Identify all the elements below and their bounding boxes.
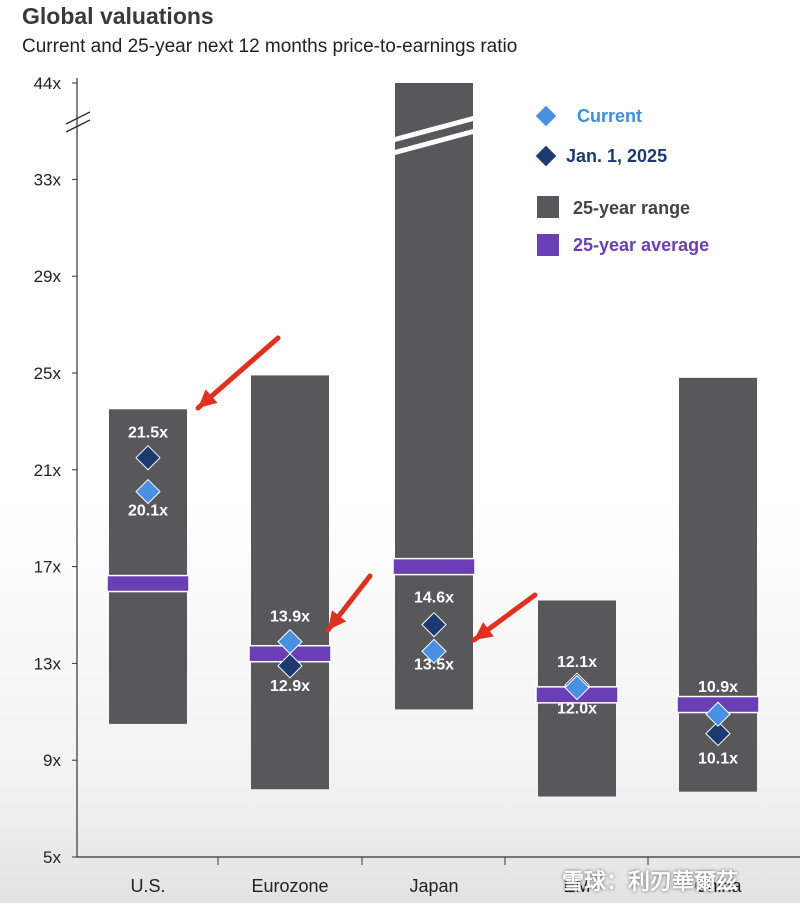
annotation-arrowhead xyxy=(328,610,347,630)
data-label-top: 13.9x xyxy=(270,609,310,626)
y-tick-label: 33x xyxy=(34,170,62,189)
y-tick-label: 17x xyxy=(34,558,62,577)
average-marker xyxy=(106,574,190,593)
legend-current-icon xyxy=(534,104,558,128)
current-point xyxy=(705,701,731,727)
current-point xyxy=(564,674,590,701)
legend-current-label: Current xyxy=(577,106,642,126)
data-label-top: 10.9x xyxy=(698,679,738,696)
jan-1-2025-point xyxy=(705,720,731,747)
y-tick-label: 44x xyxy=(34,74,62,93)
axis-break-mark xyxy=(65,111,91,125)
data-label-bottom: 10.1x xyxy=(698,751,738,768)
legend-range-icon xyxy=(537,196,559,218)
bar-break-mark xyxy=(392,128,476,156)
jan-1-2025-point xyxy=(277,653,303,679)
data-label-bottom: 20.1x xyxy=(128,503,168,520)
legend-range-label: 25-year range xyxy=(573,198,690,218)
current-point xyxy=(135,478,161,505)
jan-1-2025-point xyxy=(421,611,447,638)
annotation-arrowhead xyxy=(474,622,494,640)
legend-jan-icon xyxy=(534,144,558,168)
chart-title: Global valuations xyxy=(22,3,214,29)
chart-subtitle: Current and 25-year next 12 months price… xyxy=(22,36,518,57)
data-label-bottom: 13.5x xyxy=(414,656,454,673)
average-marker xyxy=(392,557,476,576)
bar-break-mark xyxy=(392,115,476,143)
jan-1-2025-point xyxy=(135,444,161,471)
y-tick-label: 29x xyxy=(34,267,62,286)
annotation-arrowhead xyxy=(198,389,218,408)
data-label-top: 14.6x xyxy=(414,590,454,607)
category-label: U.S. xyxy=(130,876,165,896)
axis-break-mark xyxy=(65,119,91,133)
current-point xyxy=(277,628,303,655)
data-label-top: 12.1x xyxy=(557,654,597,671)
category-label: EM xyxy=(564,876,591,896)
category-label: Eurozone xyxy=(251,876,328,896)
y-tick-label: 9x xyxy=(43,751,61,770)
y-tick-label: 13x xyxy=(34,654,62,673)
data-label-bottom: 12.0x xyxy=(557,701,597,718)
y-tick-label: 5x xyxy=(43,848,61,867)
category-label: China xyxy=(694,876,742,896)
range-bar xyxy=(395,83,473,710)
legend-average-label: 25-year average xyxy=(573,235,709,255)
y-tick-label: 21x xyxy=(34,461,62,480)
data-label-top: 21.5x xyxy=(128,425,168,442)
watermark: 雪球：利刃華爾茲 xyxy=(562,869,739,894)
y-tick-label: 25x xyxy=(34,364,62,383)
current-point xyxy=(421,638,447,665)
category-label: Japan xyxy=(409,876,458,896)
legend-average-icon xyxy=(537,234,559,256)
legend-jan-label: Jan. 1, 2025 xyxy=(566,146,667,166)
range-bar xyxy=(251,375,329,790)
data-label-bottom: 12.9x xyxy=(270,678,310,695)
